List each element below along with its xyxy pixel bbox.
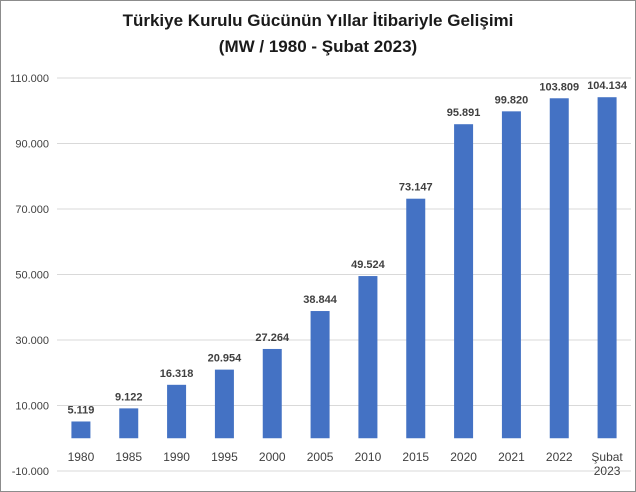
y-tick-label: -10.000 [12,466,49,478]
x-tick-label: 2005 [307,450,334,464]
x-tick-label: 2020 [450,450,477,464]
bar [454,124,474,439]
data-label: 103.809 [539,81,579,93]
bar [549,98,569,439]
y-tick-label: 30.000 [15,335,49,347]
data-label: 104.134 [587,80,628,92]
x-tick-label: 1995 [211,450,238,464]
bar [71,421,91,439]
x-tick-label: 2021 [498,450,525,464]
bar [167,384,187,439]
data-label: 99.820 [495,94,529,106]
data-label: 9.122 [115,391,143,403]
x-tick-label: 2015 [402,450,429,464]
bar [262,348,282,439]
bar [358,276,378,439]
y-tick-label: 90.000 [15,139,49,151]
data-label: 16.318 [160,368,194,380]
data-label: 5.119 [67,404,94,416]
bar [310,311,330,439]
data-label: 38.844 [303,294,338,306]
data-label: 73.147 [399,182,433,194]
data-label: 20.954 [208,353,243,365]
bar [214,369,234,439]
x-tick-label: 1990 [163,450,190,464]
y-tick-label: 50.000 [15,270,49,282]
chart-title: Türkiye Kurulu Gücünün Yıllar İtibariyle… [122,11,514,30]
bar [119,408,139,439]
x-tick-label: 1985 [115,450,142,464]
x-tick-label: 2000 [259,450,286,464]
bar [597,97,617,439]
x-tick-label: Şubat [591,450,623,464]
data-label: 95.891 [447,107,481,119]
bar [406,198,426,439]
x-tick-label: 1980 [68,450,95,464]
bar [501,111,521,439]
y-tick-label: 10.000 [15,401,49,413]
x-tick-label: 2022 [546,450,573,464]
chart-subtitle: (MW / 1980 - Şubat 2023) [218,37,418,56]
y-tick-label: 110.000 [10,73,49,85]
y-tick-label: 70.000 [15,204,49,216]
x-tick-label: 2023 [594,464,621,478]
data-label: 27.264 [255,332,290,344]
data-label: 49.524 [351,259,386,271]
x-tick-label: 2010 [355,450,382,464]
